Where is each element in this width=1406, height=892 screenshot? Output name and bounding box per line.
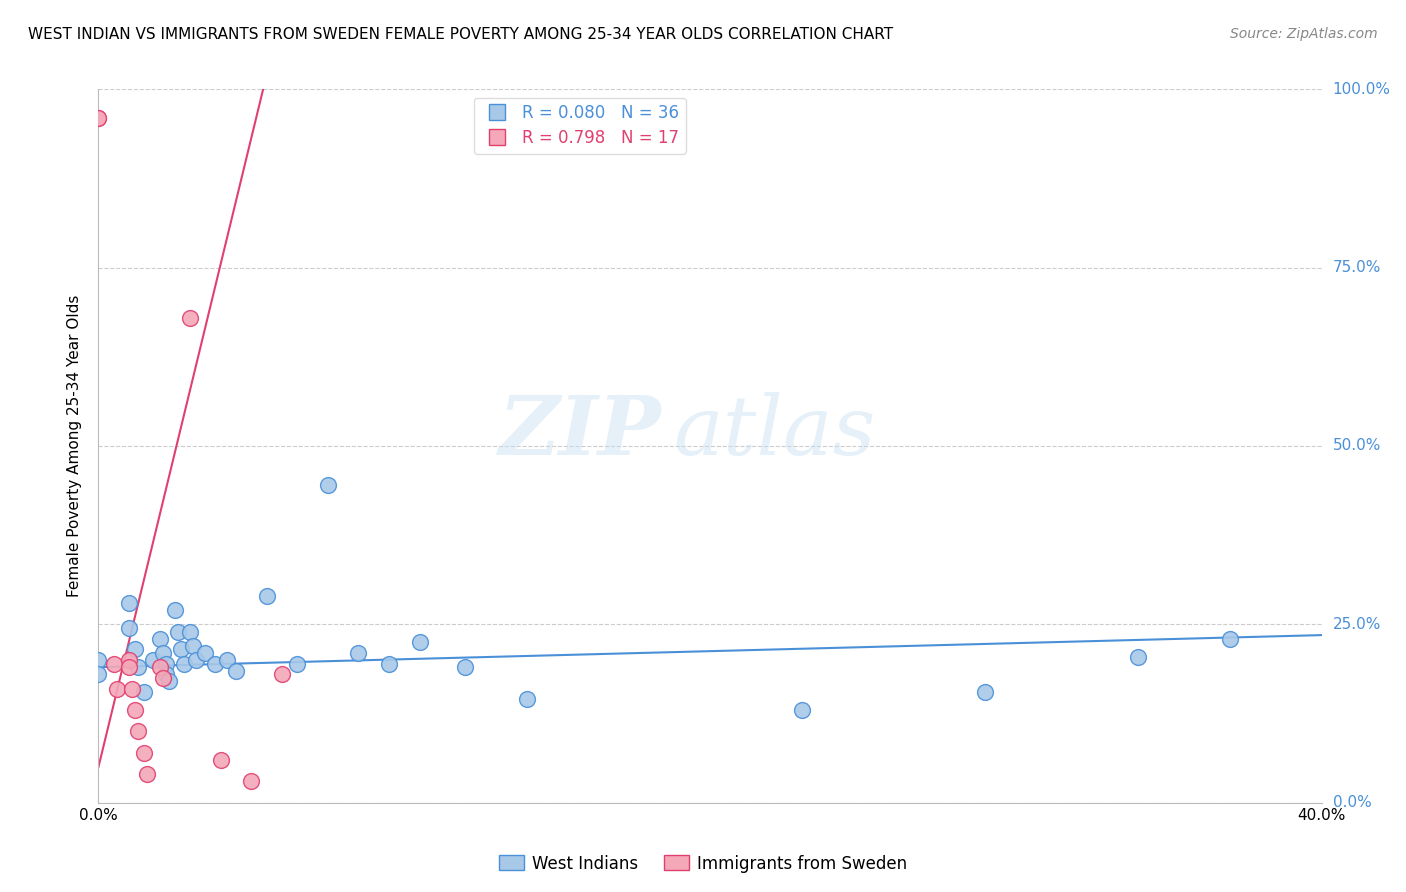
Text: 100.0%: 100.0%: [1333, 82, 1391, 96]
Text: 0.0%: 0.0%: [1333, 796, 1371, 810]
Point: [790, 703, 813, 717]
Point: [118, 660, 141, 674]
Point: [121, 681, 143, 696]
Point: [87, 111, 110, 125]
Point: [179, 310, 201, 325]
Text: 25.0%: 25.0%: [1333, 617, 1381, 632]
Point: [170, 642, 193, 657]
Point: [1219, 632, 1241, 646]
Point: [127, 724, 149, 739]
Point: [209, 753, 232, 767]
Point: [974, 685, 997, 699]
Legend: West Indians, Immigrants from Sweden: West Indians, Immigrants from Sweden: [492, 848, 914, 880]
Point: [105, 681, 128, 696]
Point: [124, 703, 146, 717]
Point: [142, 653, 165, 667]
Point: [408, 635, 430, 649]
Point: [118, 653, 141, 667]
Point: [181, 639, 204, 653]
Point: [149, 660, 172, 674]
Point: [194, 646, 217, 660]
Point: [103, 657, 125, 671]
Legend: R = 0.080   N = 36, R = 0.798   N = 17: R = 0.080 N = 36, R = 0.798 N = 17: [474, 97, 686, 153]
Point: [215, 653, 238, 667]
Text: ZIP: ZIP: [499, 392, 661, 472]
Point: [186, 653, 208, 667]
Point: [118, 621, 141, 635]
Point: [204, 657, 226, 671]
Point: [316, 478, 339, 492]
Text: atlas: atlas: [673, 392, 876, 472]
Point: [157, 674, 180, 689]
Point: [152, 646, 174, 660]
Point: [127, 660, 149, 674]
Point: [155, 667, 177, 681]
Point: [87, 653, 110, 667]
Point: [347, 646, 370, 660]
Point: [155, 657, 177, 671]
Text: 75.0%: 75.0%: [1333, 260, 1381, 275]
Point: [270, 667, 292, 681]
Text: 50.0%: 50.0%: [1333, 439, 1381, 453]
Point: [225, 664, 247, 678]
Point: [87, 111, 110, 125]
Point: [516, 692, 538, 706]
Point: [378, 657, 401, 671]
Point: [454, 660, 477, 674]
Point: [179, 624, 201, 639]
Point: [240, 774, 263, 789]
Point: [163, 603, 186, 617]
Point: [149, 632, 172, 646]
Y-axis label: Female Poverty Among 25-34 Year Olds: Female Poverty Among 25-34 Year Olds: [67, 295, 83, 597]
Point: [285, 657, 308, 671]
Point: [136, 767, 159, 781]
Point: [87, 667, 110, 681]
Point: [124, 642, 146, 657]
Text: WEST INDIAN VS IMMIGRANTS FROM SWEDEN FEMALE POVERTY AMONG 25-34 YEAR OLDS CORRE: WEST INDIAN VS IMMIGRANTS FROM SWEDEN FE…: [28, 27, 893, 42]
Point: [152, 671, 174, 685]
Point: [1128, 649, 1150, 664]
Point: [167, 624, 190, 639]
Text: Source: ZipAtlas.com: Source: ZipAtlas.com: [1230, 27, 1378, 41]
Point: [134, 746, 156, 760]
Point: [134, 685, 156, 699]
Point: [173, 657, 195, 671]
Point: [118, 596, 141, 610]
Point: [256, 589, 278, 603]
